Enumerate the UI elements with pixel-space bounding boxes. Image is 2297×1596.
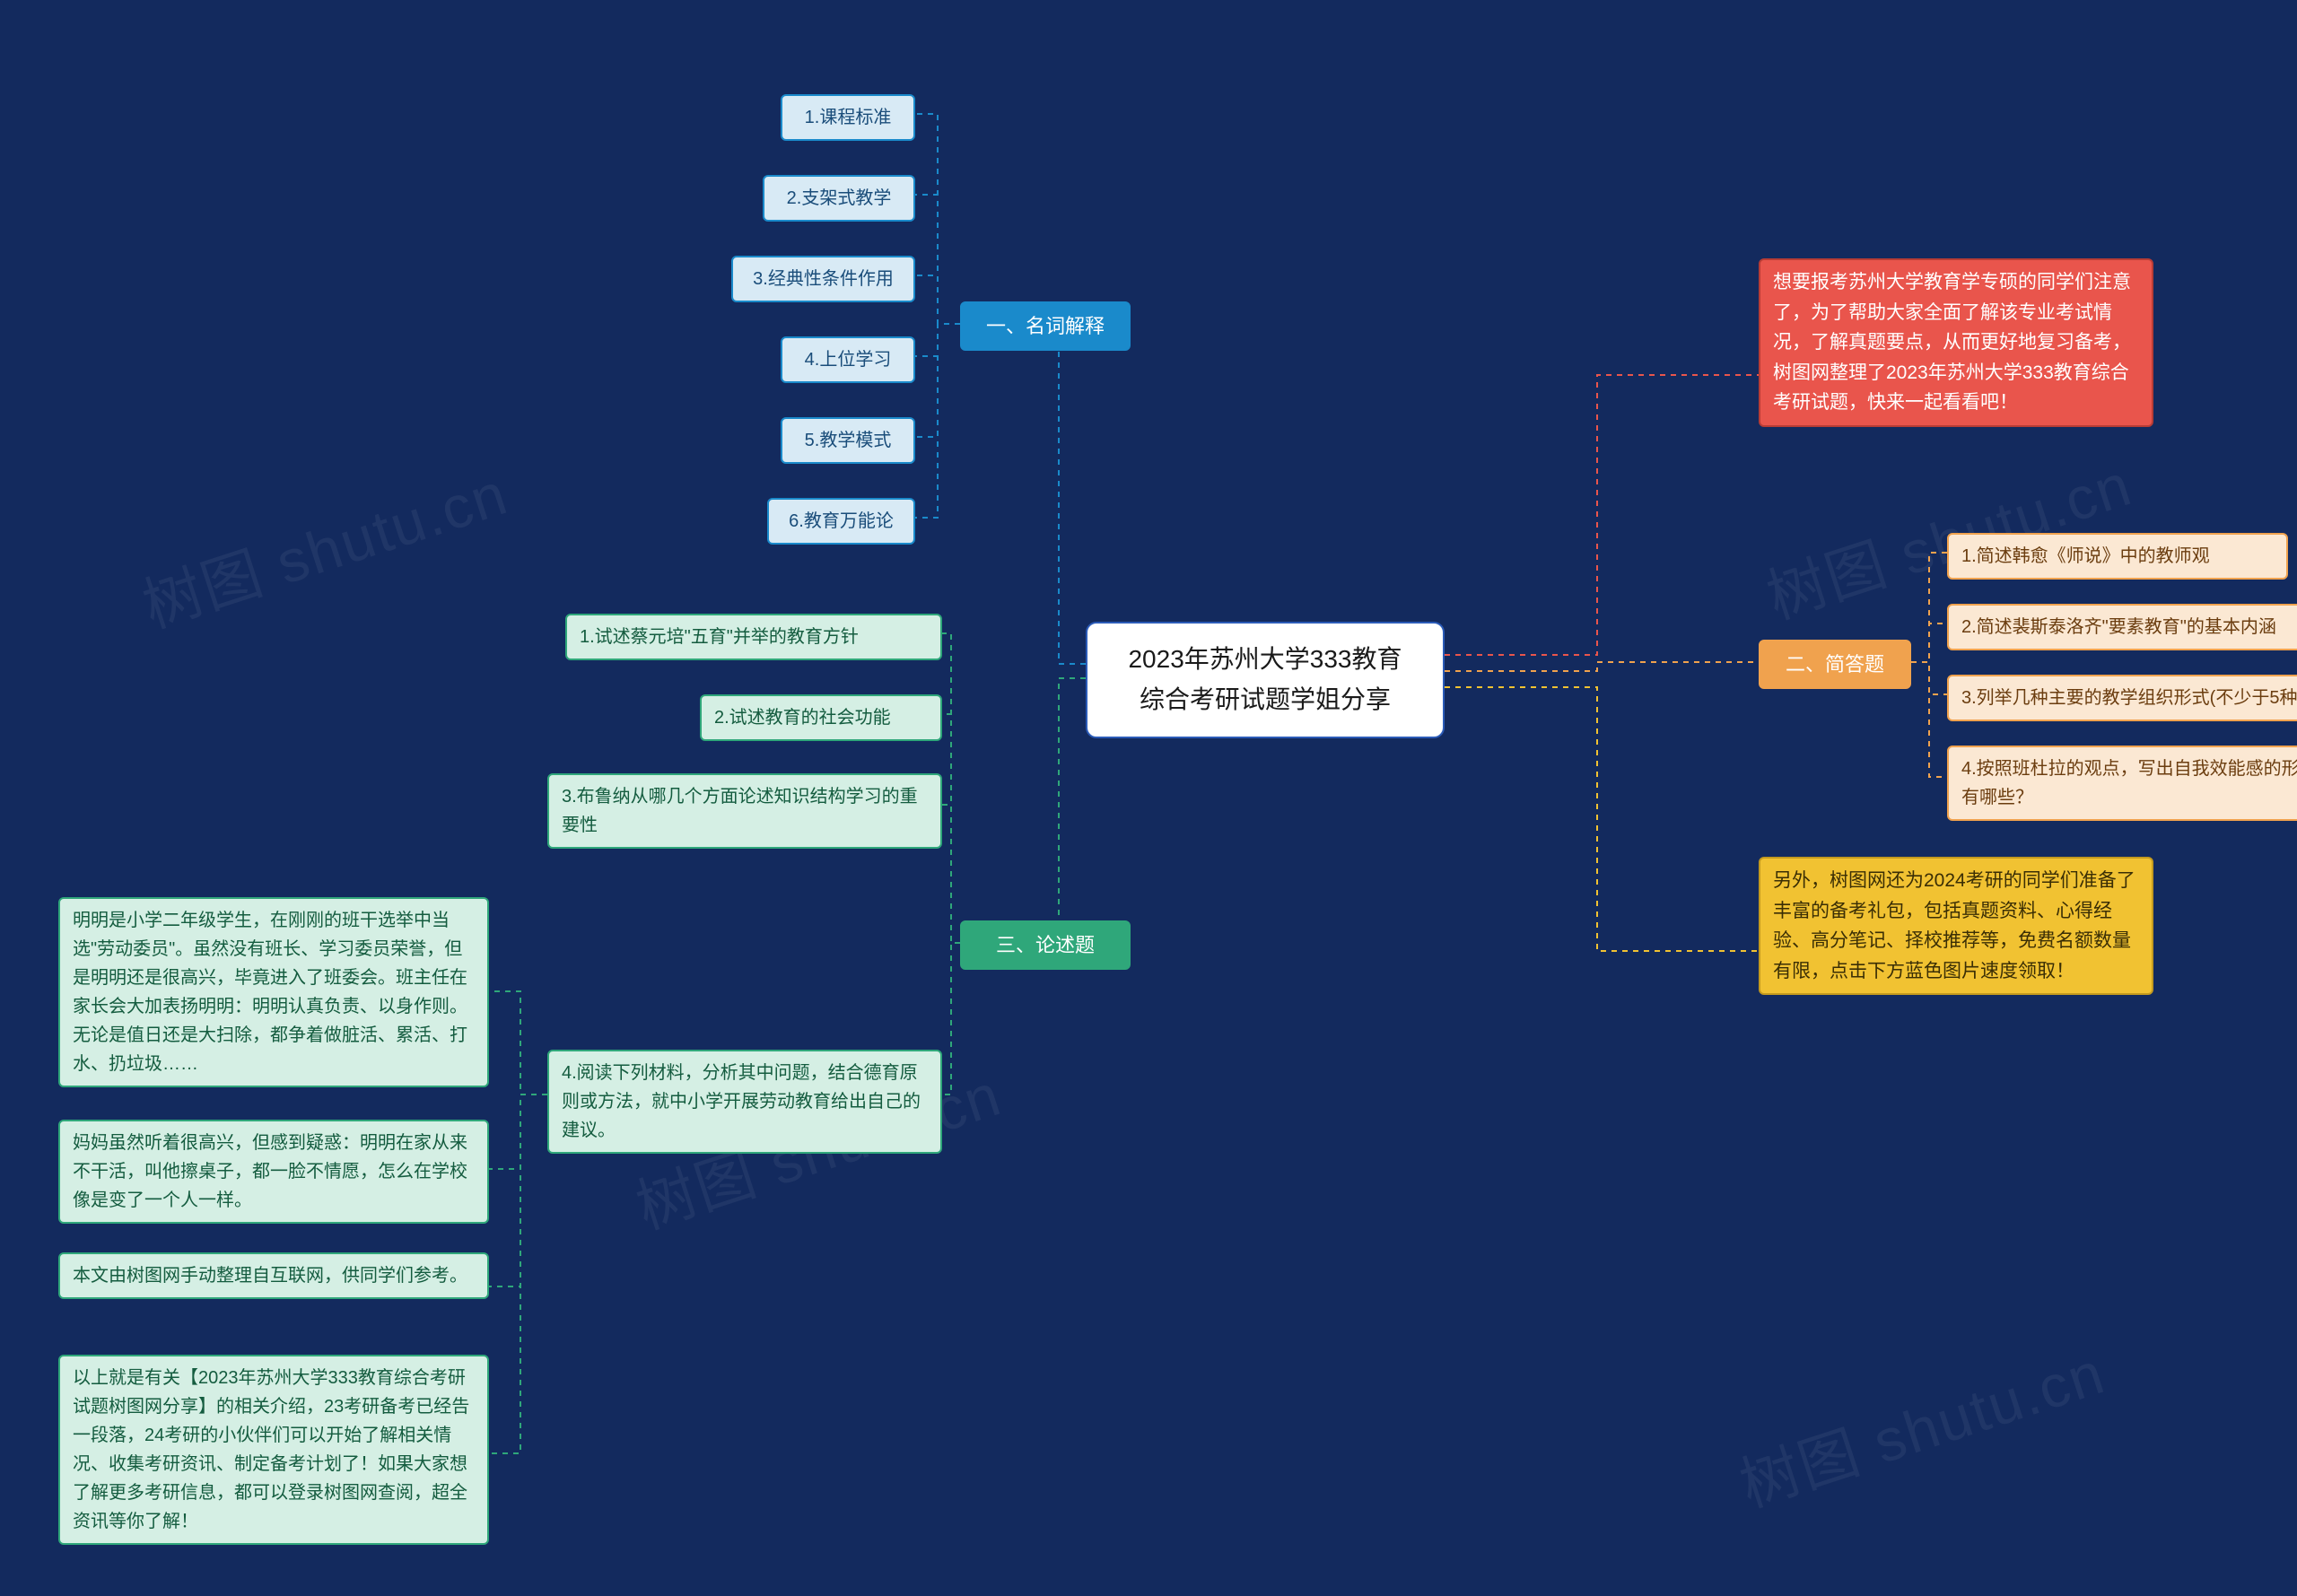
center-topic[interactable]: 2023年苏州大学333教育 综合考研试题学姐分享 — [1086, 622, 1445, 738]
leaf-essay-4-sub-3[interactable]: 本文由树图网手动整理自互联网，供同学们参考。 — [58, 1252, 489, 1299]
leaf-term-1[interactable]: 1.课程标准 — [781, 94, 915, 141]
leaf-sa-4[interactable]: 4.按照班杜拉的观点，写出自我效能感的形成因素有哪些？ — [1947, 746, 2297, 821]
leaf-essay-4-sub-1[interactable]: 明明是小学二年级学生，在刚刚的班干选举中当选"劳动委员"。虽然没有班长、学习委员… — [58, 897, 489, 1087]
leaf-term-5[interactable]: 5.教学模式 — [781, 417, 915, 464]
leaf-essay-4-sub-4[interactable]: 以上就是有关【2023年苏州大学333教育综合考研试题树图网分享】的相关介绍，2… — [58, 1355, 489, 1545]
leaf-essay-4-sub-2[interactable]: 妈妈虽然听着很高兴，但感到疑惑：明明在家从来不干活，叫他擦桌子，都一脸不情愿，怎… — [58, 1120, 489, 1224]
leaf-term-6[interactable]: 6.教育万能论 — [767, 498, 915, 545]
leaf-essay-1[interactable]: 1.试述蔡元培"五育"并举的教育方针 — [565, 614, 942, 660]
branch-terms[interactable]: 一、名词解释 — [960, 301, 1131, 351]
watermark: 树图 shutu.cn — [1727, 1325, 2114, 1524]
leaf-essay-2[interactable]: 2.试述教育的社会功能 — [700, 694, 942, 741]
leaf-sa-3[interactable]: 3.列举几种主要的教学组织形式(不少于5种) — [1947, 675, 2297, 721]
watermark: 树图 shutu.cn — [130, 446, 517, 645]
branch-short-answer[interactable]: 二、简答题 — [1759, 640, 1911, 689]
branch-essay[interactable]: 三、论述题 — [960, 920, 1131, 970]
info-box-red[interactable]: 想要报考苏州大学教育学专硕的同学们注意了，为了帮助大家全面了解该专业考试情况，了… — [1759, 258, 2153, 427]
leaf-term-3[interactable]: 3.经典性条件作用 — [731, 256, 915, 302]
leaf-essay-3[interactable]: 3.布鲁纳从哪几个方面论述知识结构学习的重要性 — [547, 773, 942, 849]
info-box-yellow[interactable]: 另外，树图网还为2024考研的同学们准备了丰富的备考礼包，包括真题资料、心得经验… — [1759, 857, 2153, 995]
center-line2: 综合考研试题学姐分享 — [1111, 680, 1419, 720]
center-line1: 2023年苏州大学333教育 — [1111, 640, 1419, 680]
leaf-term-2[interactable]: 2.支架式教学 — [763, 175, 915, 222]
leaf-term-4[interactable]: 4.上位学习 — [781, 336, 915, 383]
leaf-essay-4[interactable]: 4.阅读下列材料，分析其中问题，结合德育原则或方法，就中小学开展劳动教育给出自己… — [547, 1050, 942, 1154]
leaf-sa-2[interactable]: 2.简述裴斯泰洛齐"要素教育"的基本内涵 — [1947, 604, 2297, 650]
leaf-sa-1[interactable]: 1.简述韩愈《师说》中的教师观 — [1947, 533, 2288, 580]
